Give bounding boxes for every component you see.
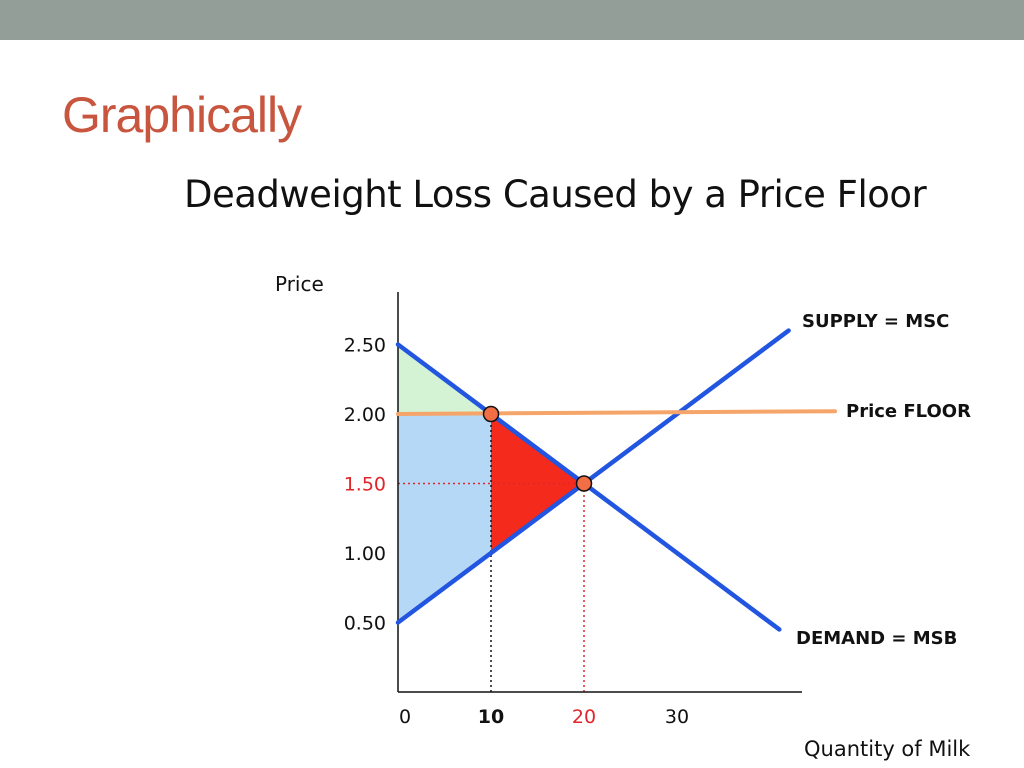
demand-msb-label: DEMAND = MSB	[796, 628, 957, 649]
chart-axes	[397, 292, 802, 693]
chart-ticks: 2.50 2.00 1.50 1.00 0.50 0 10 20 30	[344, 335, 689, 729]
marker-point-1	[575, 475, 593, 492]
x-tick-label-30: 30	[665, 706, 689, 728]
slide-title: Graphically	[62, 87, 302, 143]
marker-point-0	[482, 405, 500, 423]
slide-header-bar	[0, 0, 1024, 40]
y-tick-label-1-50: 1.50	[344, 474, 386, 496]
y-tick-label-0-50: 0.50	[344, 613, 386, 635]
y-tick-label-2-50: 2.50	[344, 335, 386, 357]
x-tick-label-10: 10	[478, 706, 504, 728]
chart-points	[482, 405, 593, 492]
price-floor-label: Price FLOOR	[846, 401, 971, 422]
chart-labels: Price Quantity of Milk SUPPLY = MSC DEMAN…	[275, 272, 971, 761]
chart-title: Deadweight Loss Caused by a Price Floor	[184, 173, 927, 216]
supply-msc-label: SUPPLY = MSC	[802, 311, 949, 332]
x-axis-label: Quantity of Milk	[804, 737, 971, 761]
x-tick-label-0: 0	[399, 706, 411, 728]
x-tick-label-20: 20	[572, 706, 596, 728]
price-floor-line	[396, 409, 837, 416]
y-tick-label-2-00: 2.00	[344, 404, 386, 426]
y-tick-label-1-00: 1.00	[344, 543, 386, 565]
supply-msc-line	[395, 328, 791, 625]
producer-surplus-area	[398, 414, 491, 623]
y-axis-label: Price	[275, 272, 324, 296]
deadweight-loss-area	[491, 414, 584, 553]
